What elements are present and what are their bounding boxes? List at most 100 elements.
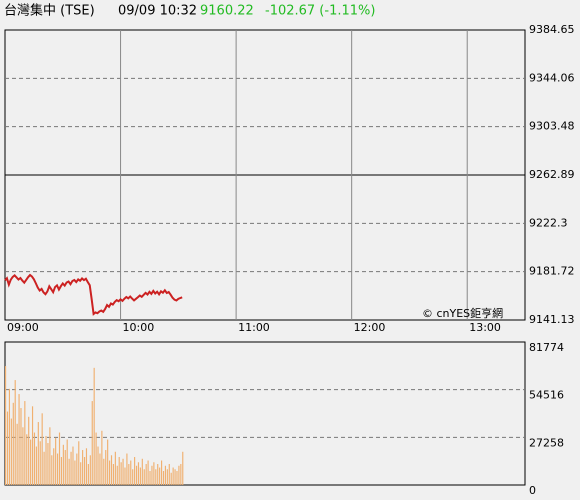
y-tick-label: 9262.89 [529,168,575,181]
volume-bar [168,464,170,485]
x-tick-label: 13:00 [469,321,501,334]
volume-bar [85,448,88,485]
volume-bar [157,464,159,485]
volume-bar [72,446,74,485]
x-tick-label: 12:00 [354,321,386,334]
volume-bar [105,450,107,485]
volume-bar [180,464,182,485]
volume-bar [66,439,68,485]
volume-bar [82,450,84,485]
y-tick-label: 0 [529,484,536,497]
volume-bar [14,380,16,485]
volume-bar [182,451,184,485]
volume-bar [114,451,116,485]
volume-bar [64,450,66,485]
volume-bar [83,457,86,485]
x-tick-label: 11:00 [238,321,270,334]
volume-bar [78,441,80,485]
volume-bar [159,467,161,485]
y-tick-label: 9384.65 [529,23,575,36]
volume-bar [141,458,143,485]
volume-bar [170,472,172,485]
volume-bar [89,455,91,485]
volume-bar [137,462,140,485]
volume-bar [145,464,147,485]
volume-bar [8,388,11,485]
volume-bar [35,446,37,485]
y-tick-label: 9222.3 [529,216,568,229]
volume-bar [60,457,63,485]
volume-bar [107,439,109,485]
volume-bar [6,411,9,485]
volume-bar [153,462,155,485]
x-tick-label: 09:00 [7,321,39,334]
y-tick-label: 9303.48 [529,120,575,133]
volume-bar [112,464,115,485]
volume-bar [55,437,57,485]
volume-bar [37,422,39,485]
volume-bar [116,465,118,485]
volume-bar [97,446,99,485]
volume-bar [99,453,101,485]
volume-bar [126,453,128,485]
volume-bar [93,367,95,485]
volume-bar [58,432,61,485]
volume-bar [139,467,141,485]
volume-bar [5,366,7,485]
volume-bar [62,444,64,485]
volume-bar [20,408,22,485]
volume-bar [120,462,122,485]
volume-bar [151,465,153,485]
volume-bar [164,465,167,485]
volume-bar [149,471,151,485]
volume-bar [47,443,49,485]
volume-bar [122,458,124,485]
volume-bar [101,430,103,485]
volume-bar [39,441,41,485]
volume-bar [172,467,174,485]
volume-bar [162,471,165,485]
volume-bar [176,471,178,485]
volume-bar [91,401,93,485]
y-tick-label: 9141.13 [529,313,575,326]
volume-bar [33,432,36,485]
volume-bar [166,469,168,485]
volume-bar [22,427,24,485]
volume-bar [103,458,105,485]
y-tick-label: 54516 [529,389,564,402]
volume-bar [31,406,34,485]
y-tick-label: 81774 [529,341,564,354]
volume-bar [178,465,180,485]
volume-bar [26,434,28,485]
volume-bar [24,401,26,485]
index-name: 台灣集中 (TSE) [4,3,95,19]
volume-bar [134,457,136,485]
volume-bar [49,427,51,485]
volume-bar [135,465,138,485]
volume-bar [110,455,113,485]
volume-bar [118,457,120,485]
volume-bar [68,458,70,485]
volume-bar [174,469,176,485]
volume-bar [128,464,130,485]
volume-bar [76,453,78,485]
volume-bar [30,439,32,485]
volume-bar [124,467,126,485]
volume-bar [51,455,53,485]
last-price: 9160.22 [200,4,254,19]
y-tick-label: 27258 [529,436,564,449]
volume-bar [143,469,145,485]
timestamp: 09/09 10:32 [118,4,197,19]
volume-bar [10,418,12,485]
volume-bar [130,460,132,485]
volume-bar [87,464,89,485]
volume-bar [41,413,43,485]
price-line [4,273,183,316]
volume-bar [155,469,157,485]
y-tick-label: 9344.06 [529,71,575,84]
volume-bar [43,451,45,485]
volume-bar [132,469,134,485]
volume-bar [147,460,149,485]
